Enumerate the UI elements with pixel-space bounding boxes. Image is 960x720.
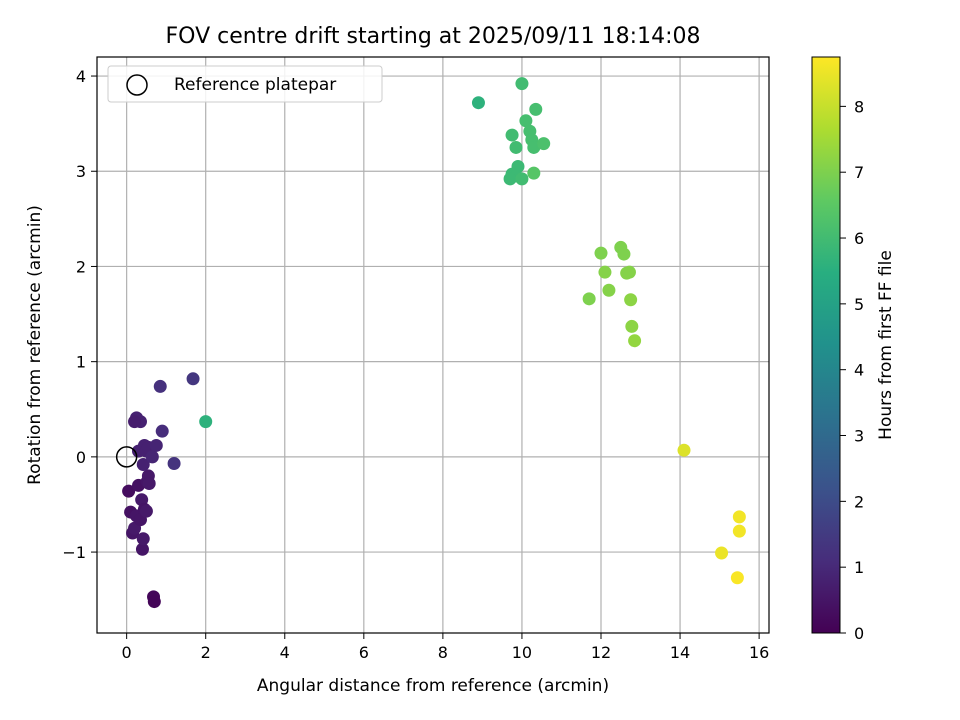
data-point [509,140,523,154]
data-point [527,140,541,154]
colorbar-tick-label: 1 [854,558,864,577]
data-point [471,96,485,110]
x-axis-ticks: 0 2 4 6 8 10 12 14 16 [122,633,769,662]
data-point [677,443,691,457]
data-point [135,542,149,556]
x-axis-label: Angular distance from reference (arcmin) [257,676,609,696]
data-point [149,438,163,452]
y-tick-label: 2 [76,257,86,276]
y-tick-label: −1 [62,543,86,562]
y-tick-label: 1 [76,353,86,372]
data-point [594,246,608,260]
data-point [515,172,529,186]
data-point [186,372,200,386]
legend-label: Reference platepar [174,75,336,95]
colorbar-tick-label: 8 [854,97,864,116]
data-point [145,450,159,464]
colorbar-tick-label: 6 [854,229,864,248]
y-axis-label: Rotation from reference (arcmin) [25,205,45,485]
x-tick-label: 2 [201,643,211,662]
data-point [155,424,169,438]
data-point [730,571,744,585]
data-point [732,510,746,524]
data-point [147,595,161,609]
grid-lines [97,57,769,633]
chart-title: FOV centre drift starting at 2025/09/11 … [166,24,701,49]
data-point [537,137,551,151]
y-tick-label: 4 [76,67,86,86]
y-tick-label: 0 [76,448,86,467]
colorbar-label: Hours from first FF file [876,250,896,440]
data-point [122,484,136,498]
data-point [582,292,596,306]
x-tick-label: 10 [512,643,532,662]
data-point [505,128,519,142]
legend: Reference platepar [107,65,383,103]
data-point [622,265,636,279]
colorbar-tick-label: 0 [854,624,864,643]
data-point [715,546,729,560]
data-point [199,415,213,429]
colorbar-tick-label: 7 [854,163,864,182]
data-point [136,457,150,471]
data-point [602,283,616,297]
data-point [515,77,529,91]
x-tick-label: 6 [359,643,369,662]
reference-marker [115,446,138,468]
data-point [628,334,642,348]
x-tick-label: 0 [122,643,132,662]
x-tick-label: 8 [438,643,448,662]
data-point [519,114,533,128]
x-tick-label: 16 [749,643,769,662]
data-point [617,247,631,261]
reference-point [115,446,138,468]
y-axis-ticks: −1 0 1 2 3 4 [62,67,97,562]
x-tick-label: 14 [670,643,690,662]
colorbar-tick-label: 2 [854,492,864,511]
y-tick-label: 3 [76,162,86,181]
colorbar-tick-label: 3 [854,427,864,446]
data-point [527,166,541,180]
legend-marker-icon [126,74,148,96]
data-point [732,524,746,538]
colorbar-tick-label: 4 [854,361,864,380]
x-tick-label: 12 [591,643,611,662]
data-points [122,77,746,609]
data-point [624,293,638,307]
axes-frame [96,56,770,634]
data-point [128,415,142,429]
data-point [598,265,612,279]
colorbar-tick-label: 5 [854,295,864,314]
data-point [153,379,167,393]
x-tick-label: 4 [280,643,290,662]
colorbar [811,56,841,634]
data-point [529,102,543,116]
data-point [139,504,153,518]
data-point [167,457,181,471]
colorbar-ticks: 0 1 2 3 4 5 6 7 8 [840,97,864,643]
legend-box [107,65,383,103]
data-point [142,477,156,491]
data-point [503,172,517,186]
data-point [625,319,639,333]
data-point [136,532,150,546]
